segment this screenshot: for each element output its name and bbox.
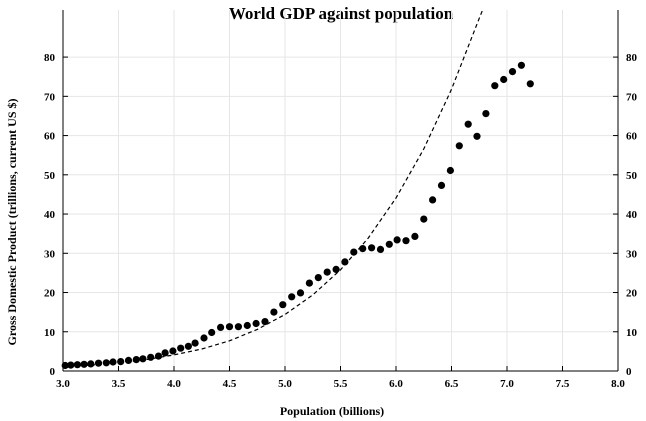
data-point [252, 319, 260, 328]
data-point [455, 142, 463, 150]
data-point [102, 359, 110, 367]
data-point [305, 279, 313, 287]
data-point [323, 268, 331, 276]
data-point [132, 356, 140, 364]
x-tick-label: 3.0 [56, 378, 70, 390]
data-point [517, 61, 526, 69]
right-y-tick-label: 20 [626, 288, 638, 300]
data-point [359, 245, 367, 253]
right-y-tick-label: 0 [626, 366, 632, 378]
x-tick-label: 5.5 [334, 378, 348, 390]
data-point [94, 359, 103, 367]
x-tick-label: 4.0 [167, 378, 181, 390]
data-point [446, 166, 454, 175]
data-point [80, 360, 88, 368]
data-point [429, 196, 437, 204]
data-point [420, 215, 428, 223]
data-points [61, 61, 534, 370]
data-point [402, 237, 410, 245]
data-point [200, 334, 208, 342]
data-point [208, 328, 216, 337]
right-y-tick-label: 30 [626, 248, 638, 260]
data-point [464, 120, 472, 128]
trend-curve [62, 9, 484, 367]
data-point [279, 301, 287, 309]
data-point [217, 323, 225, 331]
data-point [368, 244, 376, 252]
data-point [437, 181, 446, 189]
right-y-tick-label: 60 [626, 131, 638, 143]
x-axis-title: Population (billions) [280, 404, 384, 418]
chart-title: World GDP against population [229, 4, 454, 23]
y-tick-label: 40 [44, 209, 56, 221]
data-point [350, 248, 358, 256]
data-point [288, 293, 296, 301]
data-point [154, 352, 163, 360]
y-tick-label: 70 [44, 91, 56, 103]
y-tick-label: 20 [44, 288, 56, 300]
right-y-tick-label: 50 [626, 170, 638, 182]
data-point [526, 80, 534, 88]
data-point [261, 318, 269, 326]
x-tick-label: 7.5 [556, 378, 570, 390]
data-point [73, 361, 81, 369]
right-y-tick-label: 40 [626, 209, 638, 221]
data-point [270, 308, 278, 316]
data-point [234, 323, 242, 331]
x-tick-label: 5.0 [278, 378, 292, 390]
data-point [393, 236, 401, 244]
x-tick-label: 4.5 [223, 378, 237, 390]
data-point [411, 232, 419, 240]
data-point [184, 342, 192, 350]
y-tick-label: 80 [44, 52, 56, 64]
data-point [161, 349, 169, 357]
data-point [169, 347, 177, 355]
data-point [87, 360, 95, 368]
data-point [225, 323, 234, 331]
data-point [376, 245, 385, 253]
right-y-tick-label: 80 [626, 52, 638, 64]
data-point [385, 240, 393, 248]
x-tick-label: 8.0 [611, 378, 625, 390]
x-tick-label: 7.0 [500, 378, 514, 390]
y-tick-label: 60 [44, 131, 56, 143]
data-point [243, 321, 251, 330]
data-point [147, 353, 155, 361]
data-point [473, 132, 481, 140]
data-point [482, 110, 490, 118]
right-y-tick-label: 70 [626, 91, 638, 103]
data-point [332, 265, 340, 273]
data-point [67, 361, 75, 369]
right-y-tick-label: 10 [626, 327, 638, 339]
axes: 3.0 3.5 4.0 4.5 5.0 5.5 6.0 6.5 7.0 7.5 8.00 010 102… [44, 10, 638, 390]
data-point [491, 82, 499, 90]
y-tick-label: 0 [50, 366, 56, 378]
data-point [139, 355, 147, 363]
x-tick-label: 3.5 [112, 378, 126, 390]
x-tick-label: 6.0 [389, 378, 403, 390]
trend-line [62, 9, 484, 367]
data-point [341, 258, 349, 266]
data-point [508, 68, 517, 76]
grid-lines [63, 10, 618, 371]
y-tick-label: 10 [44, 327, 56, 339]
data-point [500, 75, 508, 84]
data-point [109, 358, 117, 366]
data-point [296, 289, 305, 297]
data-point [177, 344, 185, 352]
y-axis-title: Gross Domestic Product (trillions, curre… [5, 99, 19, 346]
y-tick-label: 30 [44, 248, 56, 260]
x-tick-label: 6.5 [445, 378, 459, 390]
data-point [314, 274, 322, 282]
data-point [117, 358, 125, 366]
data-point [124, 356, 133, 364]
y-tick-label: 50 [44, 170, 56, 182]
data-point [191, 339, 199, 347]
